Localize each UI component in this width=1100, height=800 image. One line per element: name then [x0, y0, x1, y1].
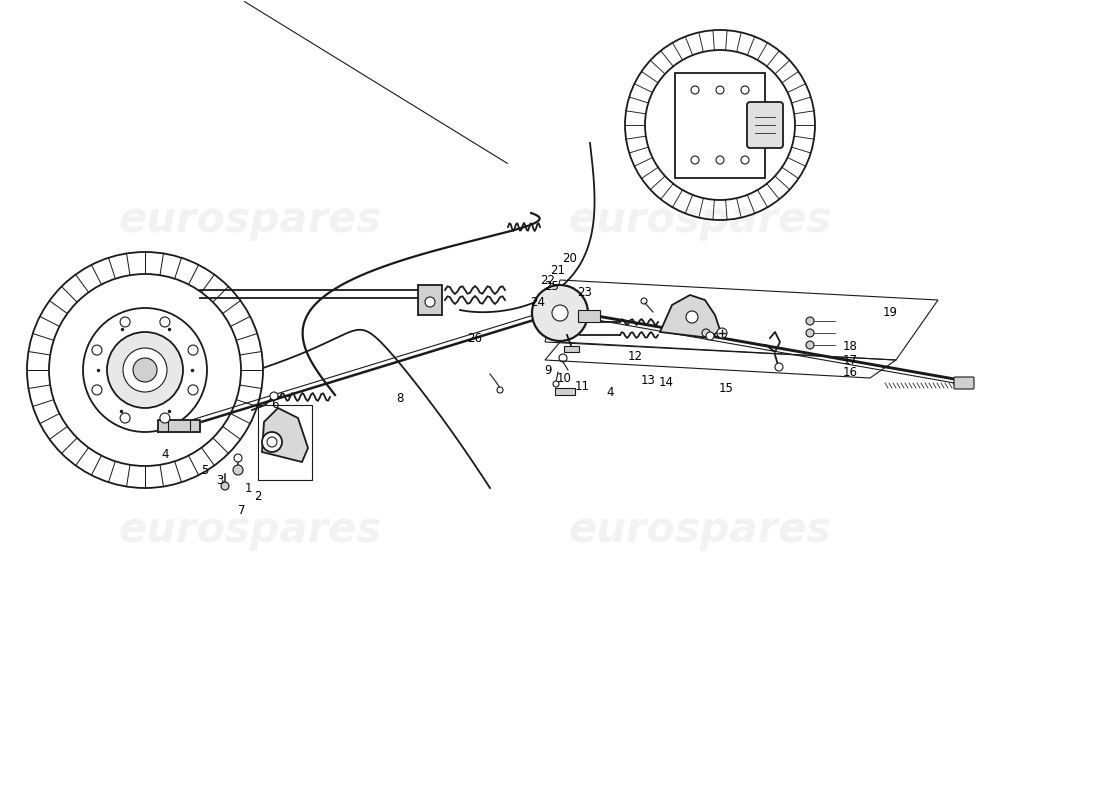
Text: 3: 3: [217, 474, 223, 486]
Text: 6: 6: [272, 398, 278, 411]
Circle shape: [133, 358, 157, 382]
Circle shape: [50, 274, 241, 466]
Circle shape: [160, 317, 169, 327]
Text: 24: 24: [530, 295, 546, 309]
Circle shape: [120, 413, 130, 423]
Bar: [556, 388, 575, 395]
Text: 2: 2: [254, 490, 262, 502]
Text: 5: 5: [201, 463, 209, 477]
Polygon shape: [262, 408, 308, 462]
Circle shape: [107, 332, 183, 408]
Text: 21: 21: [550, 263, 565, 277]
Circle shape: [270, 392, 278, 400]
Text: 12: 12: [627, 350, 642, 363]
Circle shape: [233, 465, 243, 475]
Text: 1: 1: [244, 482, 252, 494]
Circle shape: [123, 348, 167, 392]
Text: 11: 11: [574, 379, 590, 393]
Circle shape: [92, 385, 102, 395]
FancyBboxPatch shape: [747, 102, 783, 148]
Circle shape: [553, 381, 559, 387]
Circle shape: [532, 285, 588, 341]
Circle shape: [188, 385, 198, 395]
Text: eurospares: eurospares: [569, 199, 832, 241]
FancyBboxPatch shape: [954, 377, 974, 389]
Text: eurospares: eurospares: [569, 509, 832, 551]
Circle shape: [706, 332, 714, 340]
Text: 4: 4: [606, 386, 614, 398]
Circle shape: [806, 317, 814, 325]
Circle shape: [82, 308, 207, 432]
Text: 23: 23: [578, 286, 593, 298]
Text: 26: 26: [468, 331, 483, 345]
Circle shape: [120, 317, 130, 327]
Polygon shape: [660, 295, 720, 338]
Text: 17: 17: [843, 354, 858, 366]
Text: 13: 13: [640, 374, 656, 386]
Polygon shape: [158, 420, 200, 432]
Text: 15: 15: [718, 382, 734, 394]
Text: 22: 22: [540, 274, 556, 286]
Text: 20: 20: [562, 251, 578, 265]
Circle shape: [188, 345, 198, 355]
Circle shape: [717, 328, 727, 338]
Text: 10: 10: [557, 371, 571, 385]
Circle shape: [425, 297, 435, 307]
Circle shape: [645, 50, 795, 200]
Circle shape: [221, 482, 229, 490]
Text: 4: 4: [162, 449, 168, 462]
Text: 8: 8: [396, 391, 404, 405]
Text: 14: 14: [659, 375, 673, 389]
Bar: [564, 346, 579, 352]
Text: 18: 18: [843, 339, 857, 353]
Circle shape: [234, 454, 242, 462]
Circle shape: [160, 413, 169, 423]
Circle shape: [262, 432, 282, 452]
Circle shape: [776, 363, 783, 371]
Circle shape: [92, 345, 102, 355]
Bar: [578, 310, 600, 322]
Text: eurospares: eurospares: [119, 199, 382, 241]
Text: 19: 19: [882, 306, 898, 318]
Circle shape: [497, 387, 503, 393]
Text: 9: 9: [544, 363, 552, 377]
Text: 7: 7: [239, 503, 245, 517]
Circle shape: [806, 329, 814, 337]
Bar: [418, 285, 442, 315]
Text: 16: 16: [843, 366, 858, 378]
Bar: [675, 73, 764, 178]
Circle shape: [552, 305, 568, 321]
Text: eurospares: eurospares: [119, 509, 382, 551]
Circle shape: [806, 341, 814, 349]
Circle shape: [686, 311, 698, 323]
Text: 25: 25: [544, 279, 560, 293]
